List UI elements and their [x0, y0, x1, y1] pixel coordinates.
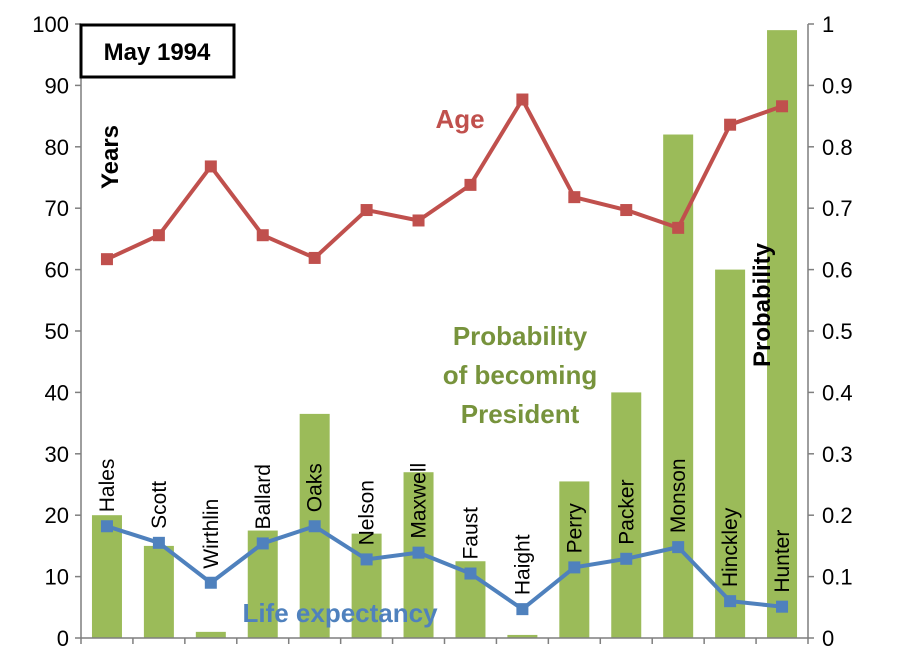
- age-point-haight: [516, 93, 529, 106]
- right-tick-label: 0.2: [822, 503, 853, 528]
- category-label-scott: Scott: [148, 481, 171, 529]
- right-tick-label: 0.3: [822, 442, 853, 467]
- probability-bar-packer: [611, 392, 642, 638]
- age-point-faust: [464, 178, 477, 191]
- probability-series-label-line1: Probability: [453, 321, 588, 351]
- title-box: [79, 23, 236, 79]
- life-expectancy-point-scott: [152, 536, 165, 549]
- category-label-nelson: Nelson: [356, 480, 379, 545]
- right-tick-label: 0.8: [822, 135, 853, 160]
- age-point-monson: [672, 221, 685, 234]
- left-tick-label: 70: [45, 196, 69, 221]
- category-label-ballard: Ballard: [252, 464, 275, 529]
- life-expectancy-point-perry: [568, 561, 581, 574]
- left-tick-label: 100: [32, 12, 69, 37]
- category-label-perry: Perry: [563, 503, 586, 554]
- category-label-hunter: Hunter: [771, 530, 794, 593]
- age-point-perry: [568, 191, 581, 204]
- age-point-scott: [152, 229, 165, 242]
- left-tick-label: 0: [57, 626, 69, 651]
- right-axis-label: Probability: [749, 242, 776, 367]
- life-expectancy-point-oaks: [308, 520, 321, 533]
- right-tick-label: 0.9: [822, 73, 853, 98]
- life-expectancy-point-maxwell: [412, 546, 425, 559]
- life-expectancy-point-haight: [516, 603, 529, 616]
- probability-bar-wirthlin: [195, 631, 226, 638]
- category-label-hales: Hales: [96, 459, 119, 513]
- life-expectancy-point-ballard: [256, 537, 269, 550]
- right-tick-label: 0.6: [822, 258, 853, 283]
- probability-bar-hales: [91, 515, 122, 638]
- age-point-maxwell: [412, 214, 425, 227]
- life-expectancy-series-label: Life expectancy: [242, 598, 438, 628]
- probability-series-label-line2: of becoming: [443, 360, 598, 390]
- left-tick-label: 20: [45, 503, 69, 528]
- probability-series-label-line3: President: [461, 399, 580, 429]
- category-labels: Hales Scott Wirthlin Ballard Oaks Nelson Maxwe…: [96, 458, 794, 595]
- probability-bar-perry: [559, 481, 590, 638]
- category-label-hinckley: Hinckley: [719, 507, 742, 587]
- left-tick-label: 10: [45, 565, 69, 590]
- right-tick-label: 0.7: [822, 196, 853, 221]
- category-label-haight: Haight: [511, 534, 534, 595]
- right-tick-label: 1: [822, 12, 834, 37]
- probability-bar-monson: [663, 134, 694, 638]
- life-expectancy-point-monson: [672, 541, 685, 554]
- life-expectancy-point-wirthlin: [204, 576, 217, 589]
- category-label-faust: Faust: [459, 507, 482, 560]
- age-point-hinckley: [724, 118, 737, 131]
- left-tick-label: 80: [45, 135, 69, 160]
- age-series-label: Age: [435, 104, 484, 134]
- life-expectancy-line: [106, 524, 783, 612]
- category-label-wirthlin: Wirthlin: [200, 499, 223, 569]
- age-point-packer: [620, 204, 633, 217]
- age-point-oaks: [308, 251, 321, 264]
- probability-bar-haight: [507, 634, 538, 638]
- left-tick-label: 90: [45, 73, 69, 98]
- category-label-maxwell: Maxwell: [408, 463, 431, 539]
- category-label-oaks: Oaks: [304, 463, 327, 512]
- category-label-packer: Packer: [615, 479, 638, 544]
- right-tick-label: 0.5: [822, 319, 853, 344]
- right-tick-label: 0.4: [822, 380, 853, 405]
- axes: 0 10 20 30 40 50 60 70 80 90 100 0 0.1 0.2 0.3 0.4 0.5 0.…: [32, 12, 852, 651]
- age-point-hales: [100, 253, 113, 266]
- age-point-ballard: [256, 229, 269, 242]
- life-expectancy-point-hunter: [776, 600, 789, 613]
- left-axis-label: Years: [97, 125, 124, 189]
- probability-bar-scott: [143, 545, 174, 638]
- age-line: [106, 97, 783, 261]
- age-point-nelson: [360, 204, 373, 217]
- age-point-hunter: [776, 100, 789, 113]
- series-lines: [100, 93, 789, 616]
- left-tick-label: 30: [45, 442, 69, 467]
- life-expectancy-point-faust: [464, 567, 477, 580]
- life-expectancy-point-hales: [100, 520, 113, 533]
- life-expectancy-point-packer: [620, 552, 633, 565]
- right-tick-label: 0: [822, 626, 834, 651]
- age-point-wirthlin: [204, 160, 217, 173]
- chart-title: May 1994: [104, 39, 211, 66]
- probability-bar-hunter: [767, 30, 798, 638]
- probability-bar-hinckley: [715, 269, 746, 638]
- left-tick-label: 40: [45, 380, 69, 405]
- life-expectancy-point-hinckley: [724, 595, 737, 608]
- category-label-monson: Monson: [667, 458, 690, 533]
- left-tick-label: 60: [45, 258, 69, 283]
- right-tick-label: 0.1: [822, 565, 853, 590]
- life-expectancy-point-nelson: [360, 553, 373, 566]
- left-tick-label: 50: [45, 319, 69, 344]
